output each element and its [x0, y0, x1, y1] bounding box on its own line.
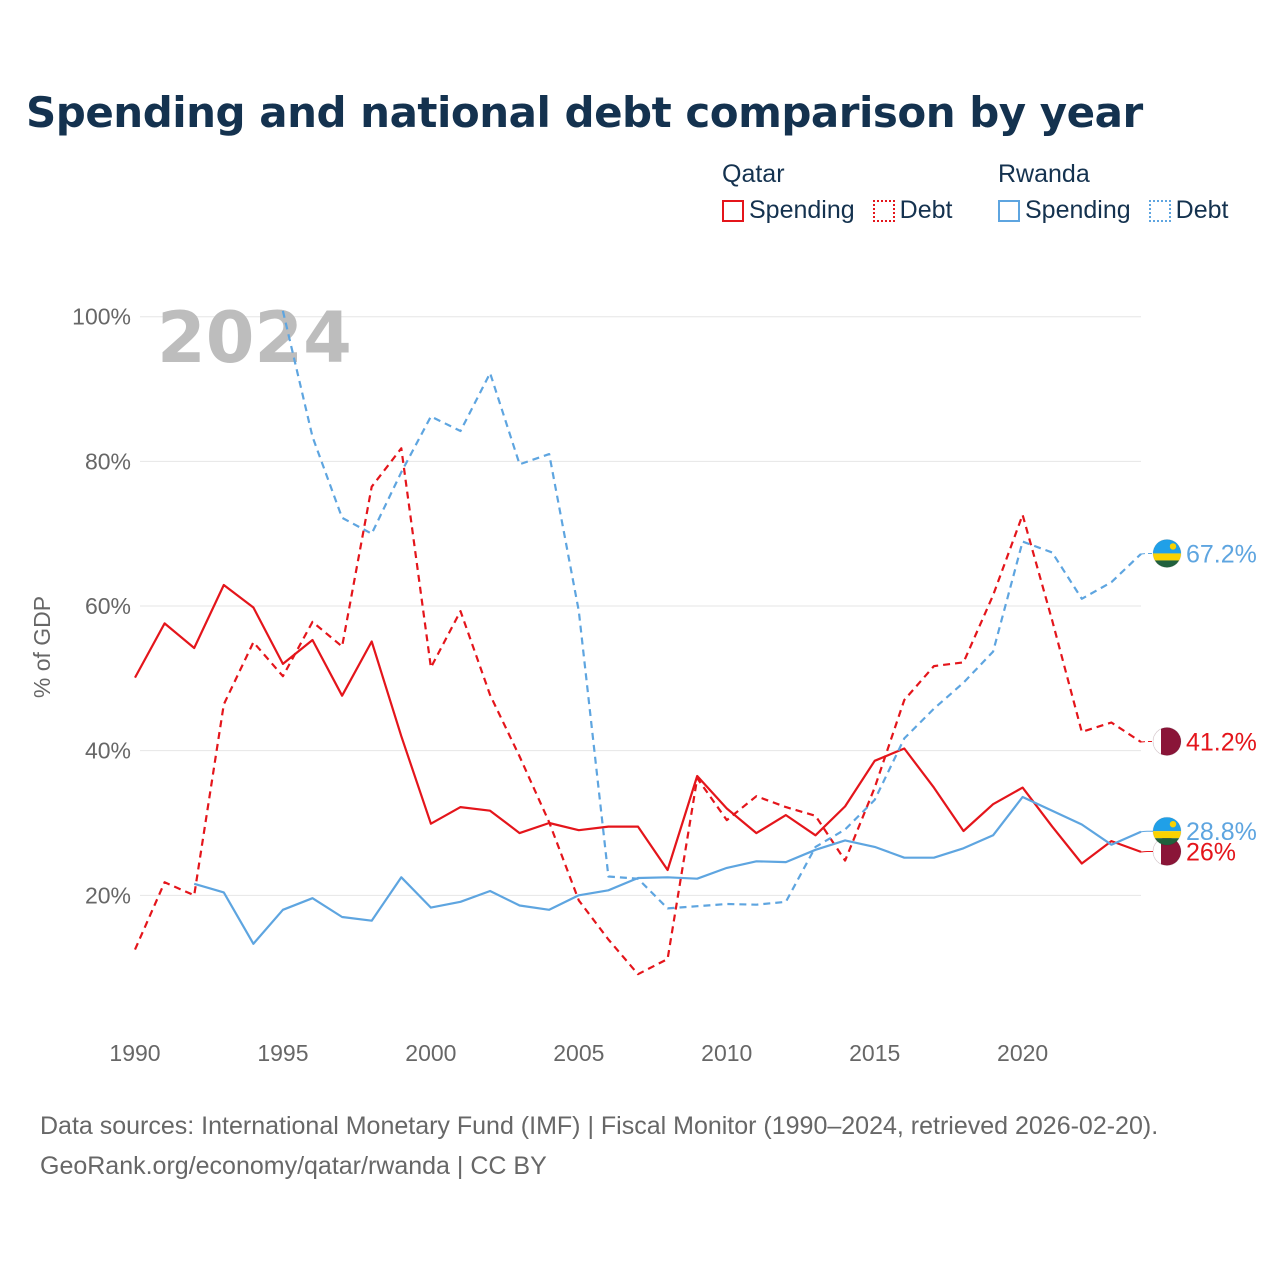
x-tick-label: 2015 — [849, 1040, 900, 1066]
x-tick-label: 1990 — [109, 1040, 160, 1066]
legend-item-rwanda-debt[interactable]: Debt — [1148, 196, 1229, 225]
y-tick-label: 20% — [85, 882, 131, 908]
footer: Data sources: International Monetary Fun… — [40, 1106, 1158, 1186]
end-connector — [1140, 552, 1153, 555]
end-value-label: 26% — [1186, 838, 1236, 866]
rwanda-flag-icon — [1153, 817, 1181, 846]
series-line-rwanda-debt[interactable] — [281, 310, 1142, 910]
legend-group-title: Rwanda — [998, 160, 1090, 188]
source-note: Data sources: International Monetary Fun… — [40, 1112, 1159, 1140]
x-tick-label: 2010 — [701, 1040, 752, 1066]
dotted-line-swatch-icon — [1148, 199, 1171, 222]
legend-item-qatar-spending[interactable]: Spending — [722, 196, 855, 225]
x-tick-label: 2000 — [405, 1040, 456, 1066]
legend-label: Spending — [749, 196, 855, 224]
legend-label: Debt — [899, 196, 953, 224]
legend-group-qatar: Qatar Spending Debt — [722, 160, 952, 225]
y-tick-label: 80% — [85, 448, 131, 474]
chart-title: Spending and national debt comparison by… — [26, 88, 1143, 137]
attribution: GeoRank.org/economy/qatar/rwanda | CC BY — [40, 1152, 547, 1180]
end-value-label: 28.8% — [1186, 818, 1257, 846]
x-tick-label: 2020 — [997, 1040, 1048, 1066]
series-line-qatar-spending[interactable] — [134, 583, 1142, 872]
dotted-line-swatch-icon — [872, 199, 895, 222]
end-connector — [1140, 850, 1153, 853]
legend-item-qatar-debt[interactable]: Debt — [872, 196, 953, 225]
solid-line-swatch-icon — [722, 199, 744, 222]
legend-group-rwanda: Rwanda Spending Debt — [998, 160, 1228, 225]
legend-item-rwanda-spending[interactable]: Spending — [998, 196, 1131, 225]
y-tick-label: 60% — [85, 593, 131, 619]
solid-line-swatch-icon — [998, 199, 1020, 222]
y-axis-label: % of GDP — [29, 596, 55, 698]
year-watermark: 2024 — [157, 297, 352, 379]
rwanda-flag-icon — [1153, 539, 1181, 568]
end-value-label: 41.2% — [1186, 729, 1257, 757]
x-tick-label: 1995 — [257, 1040, 308, 1066]
series-line-rwanda-spending[interactable] — [193, 795, 1142, 945]
legend-label: Debt — [1175, 196, 1229, 224]
legend-group-title: Qatar — [722, 160, 785, 188]
y-tick-label: 100% — [72, 304, 131, 330]
end-value-label: 67.2% — [1186, 540, 1257, 568]
end-connector — [1140, 741, 1153, 743]
legend-label: Spending — [1025, 196, 1131, 224]
x-tick-label: 2005 — [553, 1040, 604, 1066]
qatar-flag-icon — [1153, 727, 1181, 756]
series-line-qatar-debt[interactable] — [133, 447, 1142, 976]
y-tick-label: 40% — [85, 738, 131, 764]
end-connector — [1140, 830, 1153, 833]
